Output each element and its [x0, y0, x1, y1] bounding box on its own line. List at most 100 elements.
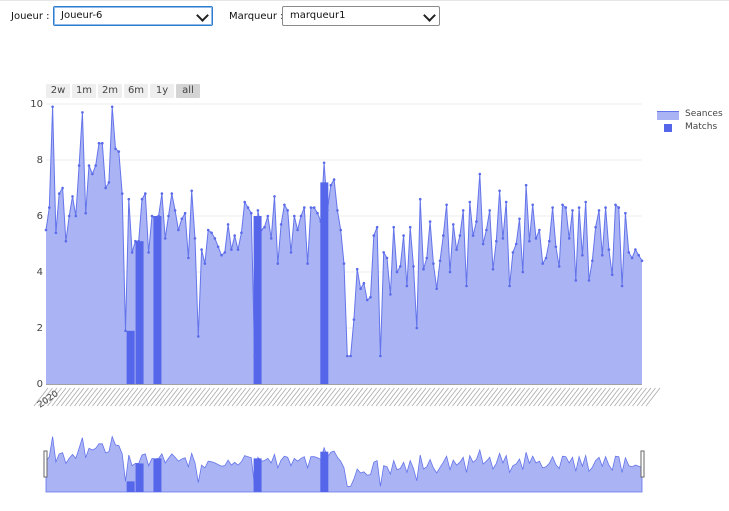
seance-point — [180, 217, 184, 221]
x-tick-mark — [447, 387, 463, 407]
range-button-2m[interactable]: 2m — [98, 84, 122, 98]
seance-point — [448, 270, 452, 274]
seance-point — [557, 265, 561, 268]
seance-point — [273, 195, 276, 198]
x-tick-mark — [344, 387, 359, 407]
x-tick-mark — [74, 387, 89, 407]
seance-point — [342, 262, 346, 265]
x-tick-mark — [236, 387, 251, 407]
seance-point — [283, 203, 286, 207]
seance-point — [223, 251, 227, 254]
legend-label-seances: Seances — [685, 109, 723, 119]
seance-point — [481, 242, 485, 246]
top-border — [0, 0, 729, 1]
legend-label-matchs: Matchs — [685, 122, 718, 132]
seance-point — [428, 220, 432, 223]
seance-point — [495, 239, 498, 243]
seance-point — [336, 209, 339, 212]
match-bar — [135, 241, 144, 384]
range-button-2w[interactable]: 2w — [46, 84, 70, 98]
y-tick-label: 8 — [37, 155, 43, 166]
seance-point — [637, 253, 640, 257]
seance-point — [607, 248, 611, 251]
player-select[interactable]: Joueur-6 — [53, 6, 213, 26]
x-tick-mark — [101, 387, 116, 407]
x-tick-mark — [393, 387, 409, 407]
seance-point — [114, 147, 117, 151]
x-tick-mark — [263, 387, 278, 407]
x-tick-mark — [375, 387, 391, 407]
seance-point — [286, 209, 290, 212]
seance-point — [501, 237, 505, 240]
x-tick-mark — [506, 387, 521, 407]
seance-point — [259, 228, 263, 232]
seance-point — [544, 256, 548, 260]
seance-point — [296, 228, 299, 232]
seance-point — [405, 284, 409, 288]
seance-point — [319, 220, 323, 223]
x-tick-mark — [389, 387, 404, 407]
seance-point — [389, 293, 392, 296]
x-tick-mark — [335, 387, 350, 407]
x-tick-mark — [465, 387, 481, 407]
seance-point — [134, 239, 137, 243]
x-tick-mark — [303, 387, 319, 407]
player-label: Joueur : — [11, 11, 50, 22]
x-tick-mark — [290, 387, 305, 407]
seance-point — [150, 214, 154, 218]
seance-point — [365, 298, 369, 302]
seances-line — [45, 106, 643, 357]
range-button-6m[interactable]: 6m — [124, 84, 148, 98]
x-tick-mark — [33, 387, 49, 407]
seance-point — [594, 225, 597, 229]
x-tick-mark — [488, 387, 503, 407]
seance-point — [117, 150, 121, 153]
seance-point — [528, 239, 531, 243]
x-tick-mark — [159, 387, 175, 407]
x-tick-mark — [254, 387, 269, 407]
marker-select[interactable]: marqueur1 — [282, 6, 440, 26]
x-tick-mark — [573, 387, 589, 407]
seance-point — [630, 256, 634, 260]
x-tick-mark — [87, 387, 103, 407]
seance-point — [170, 192, 174, 195]
x-tick-mark — [483, 387, 499, 407]
seance-point — [640, 259, 644, 263]
seance-point — [173, 209, 177, 212]
x-tick-mark — [411, 387, 427, 407]
x-tick-mark — [618, 387, 634, 407]
x-tick-mark — [443, 387, 458, 407]
seance-point — [71, 195, 74, 198]
seance-point — [554, 245, 558, 249]
x-tick-mark — [123, 387, 139, 407]
match-bar — [153, 216, 162, 384]
seance-point — [346, 354, 349, 358]
x-tick-mark — [96, 387, 112, 407]
range-button-1m[interactable]: 1m — [72, 84, 96, 98]
seance-point — [485, 228, 488, 232]
seance-point — [160, 192, 164, 195]
seance-point — [183, 211, 187, 215]
seance-point — [190, 189, 193, 193]
range-button-all[interactable]: all — [176, 84, 200, 98]
seance-point — [458, 234, 462, 237]
seance-point — [538, 228, 541, 232]
seance-point — [548, 239, 551, 243]
x-tick-mark — [398, 387, 413, 407]
seance-point — [534, 237, 538, 240]
seance-point — [124, 329, 127, 333]
x-tick-mark — [614, 387, 629, 407]
range-button-1y[interactable]: 1y — [150, 84, 174, 98]
y-tick-label: 10 — [30, 99, 43, 110]
seance-point — [197, 335, 200, 338]
seance-point — [154, 217, 157, 221]
x-tick-mark — [114, 387, 130, 407]
x-tick-mark — [249, 387, 265, 407]
chevron-down-icon — [423, 9, 436, 22]
x-tick-mark — [146, 387, 161, 407]
y-tick-label: 2 — [37, 323, 43, 334]
x-tick-mark — [519, 387, 535, 407]
legend-swatch-seances — [657, 111, 679, 120]
x-tick-mark — [326, 387, 341, 407]
seance-point — [610, 273, 614, 277]
